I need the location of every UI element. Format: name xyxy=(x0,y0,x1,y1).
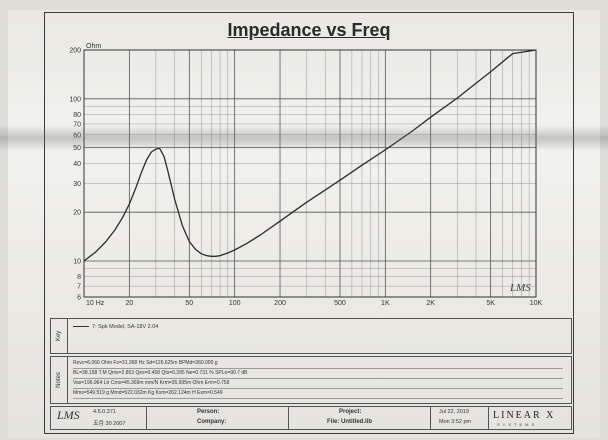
notes-section: Notes Revc=6.066 Ohm Fs=31.368 Hz Sd=126… xyxy=(50,356,572,404)
x-tick-label: 50 xyxy=(185,300,193,307)
x-tick-label: 200 xyxy=(274,300,286,307)
x-tick-label: 5K xyxy=(486,300,495,307)
company-label: Company: xyxy=(197,419,227,425)
minor-grid xyxy=(84,49,536,298)
y-tick-label: 20 xyxy=(73,210,81,217)
plot-border xyxy=(83,49,537,298)
paper-sheet xyxy=(8,10,600,438)
x-tick-label: 100 xyxy=(229,300,241,307)
legend-entry-text: 7: Spk Model, SA-18V 2.04 xyxy=(92,324,159,330)
y-axis-unit-label: Ohm xyxy=(86,43,101,50)
footer-date-cell: Jul 22, 2019 Mon 3:52 pm xyxy=(431,407,489,429)
y-tick-label: 7 xyxy=(77,284,81,291)
impedance-curve xyxy=(83,49,537,262)
footer-brand-cell: LINEAR X SYSTEMS xyxy=(489,407,573,429)
note-line-4: Mms=549.519 g Mmd=522.032m Kg Kxm=262.12… xyxy=(73,389,563,399)
linearx-logo: LINEAR X xyxy=(493,410,556,421)
x-tick-label: 20 xyxy=(125,300,133,307)
footer-project-cell: Project: File: Untitled.lib xyxy=(289,407,431,429)
y-tick-label: 80 xyxy=(73,112,81,119)
linearx-subtitle: SYSTEMS xyxy=(497,422,538,427)
x-axis-tick-labels: 10 Hz 20 50 100 200 500 1K 2K 5K 10K xyxy=(86,300,543,307)
footer-person-cell: Person: Company: xyxy=(147,407,289,429)
report-footer: LMS 4.6.0.371 五月 30 2007 Person: Company… xyxy=(50,406,572,430)
notes-section-label: Notes xyxy=(51,357,68,403)
person-label: Person: xyxy=(197,409,220,415)
note-line-3: Vas=196.964 Ltr Cms=45.369m mm/N Krm=35.… xyxy=(73,379,563,389)
y-tick-label: 6 xyxy=(77,295,81,302)
key-section: Key 7: Spk Model, SA-18V 2.04 xyxy=(50,318,572,354)
date-text: Jul 22, 2019 xyxy=(439,409,469,415)
version-text: 4.6.0.371 xyxy=(93,409,116,415)
x-tick-label: 10 Hz xyxy=(86,300,105,307)
key-section-label: Key xyxy=(51,319,68,353)
note-line-2: BL=38.158 T.M Qms=2.853 Qes=0.458 Qts=0.… xyxy=(73,369,563,379)
x-tick-label: 10K xyxy=(530,300,543,307)
major-grid xyxy=(83,50,536,297)
time-text: Mon 3:52 pm xyxy=(439,419,472,425)
y-tick-label: 8 xyxy=(77,274,81,281)
lms-logo: LMS xyxy=(57,408,80,422)
y-tick-label: 70 xyxy=(73,121,81,128)
y-axis-tick-labels: 6 7 8 10 20 30 40 50 60 70 80 100 200 xyxy=(69,48,81,302)
report-frame xyxy=(44,12,574,434)
y-tick-label: 10 xyxy=(73,259,81,266)
x-tick-label: 500 xyxy=(334,300,346,307)
footer-logo-cell: LMS 4.6.0.371 五月 30 2007 xyxy=(51,407,147,429)
y-tick-label: 50 xyxy=(73,145,81,152)
x-tick-label: 1K xyxy=(381,300,390,307)
series-layer xyxy=(83,49,537,262)
y-tick-label: 100 xyxy=(69,96,81,103)
project-label: Project: xyxy=(339,409,362,415)
y-tick-label: 200 xyxy=(69,48,81,55)
note-line-1: Revc=6.066 Ohm Fs=31.368 Hz Sd=126.625m … xyxy=(73,359,563,369)
lms-watermark: LMS xyxy=(509,282,531,294)
x-tick-label: 2K xyxy=(426,300,435,307)
chart-title: Impedance vs Freq xyxy=(227,20,391,40)
y-tick-label: 40 xyxy=(73,161,81,168)
y-tick-label: 30 xyxy=(73,181,81,188)
file-label: File: Untitled.lib xyxy=(327,419,372,425)
y-tick-label: 60 xyxy=(73,132,81,139)
legend-entry: 7: Spk Model, SA-18V 2.04 xyxy=(73,324,158,330)
build-date-text: 五月 30 2007 xyxy=(93,421,126,427)
legend-line-swatch xyxy=(73,326,89,328)
